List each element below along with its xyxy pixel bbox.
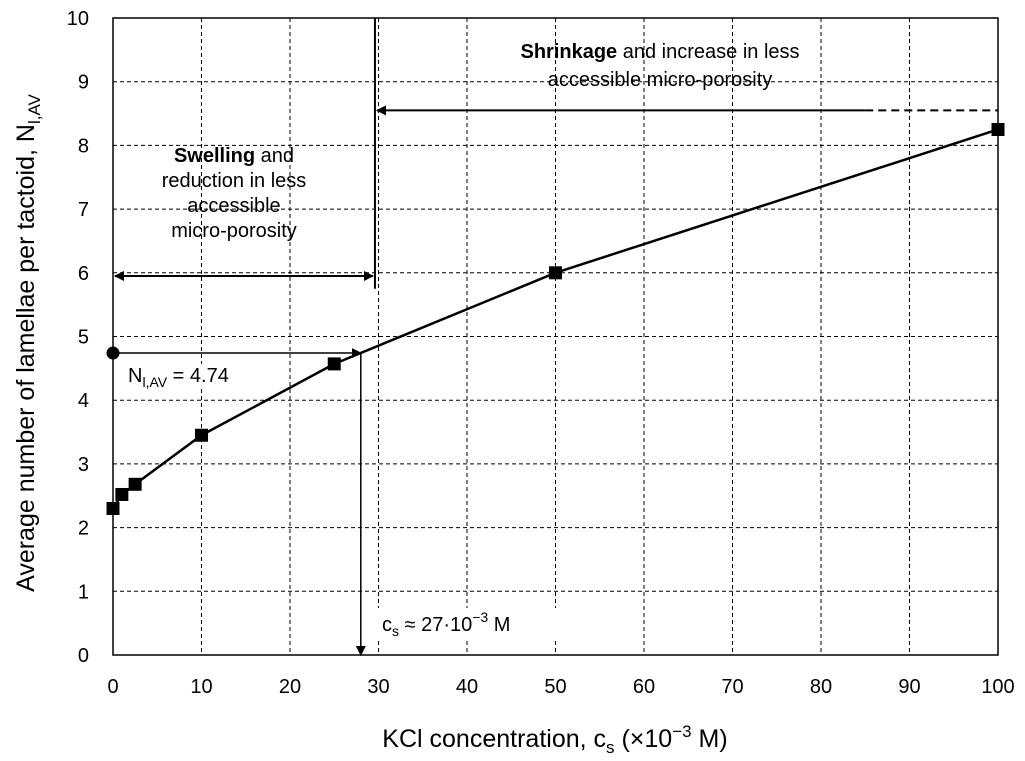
x-tick-label: 50 bbox=[544, 676, 566, 698]
x-tick-label: 90 bbox=[898, 676, 920, 698]
x-tick-label: 60 bbox=[633, 676, 655, 698]
y-tick-label: 3 bbox=[78, 454, 89, 476]
swelling-annotation-line2: reduction in less bbox=[162, 170, 307, 192]
x-tick-label: 40 bbox=[456, 676, 478, 698]
data-series bbox=[106, 122, 1005, 515]
data-point bbox=[991, 122, 1005, 136]
grid-lines bbox=[113, 18, 998, 655]
x-tick-label: 30 bbox=[367, 676, 389, 698]
reference-label: Nl,AV = 4.74 bbox=[128, 365, 229, 390]
data-point bbox=[327, 357, 341, 371]
x-axis-title: KCl concentration, cs (×10−3 M) bbox=[382, 722, 727, 757]
y-tick-label: 4 bbox=[78, 390, 89, 412]
y-tick-label: 9 bbox=[78, 72, 89, 94]
data-point bbox=[128, 477, 142, 491]
x-tick-label: 0 bbox=[107, 676, 118, 698]
shrinkage-annotation-line1: Shrinkage and increase in less bbox=[520, 41, 799, 63]
y-tick-label: 7 bbox=[78, 199, 89, 221]
swelling-annotation-line4: micro-porosity bbox=[171, 220, 297, 242]
x-tick-label: 10 bbox=[190, 676, 212, 698]
y-tick-label: 6 bbox=[78, 263, 89, 285]
shrinkage-annotation-line2: accessible micro-porosity bbox=[548, 69, 773, 91]
x-tick-label: 70 bbox=[721, 676, 743, 698]
data-point bbox=[195, 428, 208, 442]
cs-label-background bbox=[378, 608, 558, 638]
y-tick-label: 1 bbox=[78, 581, 89, 603]
plot-area bbox=[112, 17, 999, 656]
y-axis-title: Average number of lamellae per tactoid, … bbox=[12, 93, 44, 591]
cs-label: cs ≈ 27·10−3 M bbox=[382, 609, 510, 639]
swelling-annotation-line3: accessible bbox=[187, 195, 280, 217]
y-tick-label: 5 bbox=[78, 327, 89, 349]
axis-ticks: 0 10 20 30 40 50 60 70 80 90 100 0 1 2 3 4 5 6 7 8 9 10 bbox=[67, 8, 1015, 698]
reference-label-background bbox=[124, 364, 254, 388]
data-point bbox=[549, 266, 562, 280]
y-tick-label: 0 bbox=[78, 645, 89, 667]
data-point bbox=[115, 487, 129, 501]
x-tick-label: 80 bbox=[810, 676, 832, 698]
x-tick-label: 20 bbox=[279, 676, 301, 698]
data-point bbox=[106, 501, 120, 515]
y-tick-label: 2 bbox=[78, 518, 89, 540]
annotations bbox=[106, 18, 998, 656]
y-tick-label: 10 bbox=[67, 8, 89, 30]
swelling-annotation-line1: Swelling and bbox=[174, 145, 294, 167]
y-tick-label: 8 bbox=[78, 135, 89, 157]
x-tick-label: 100 bbox=[981, 676, 1014, 698]
